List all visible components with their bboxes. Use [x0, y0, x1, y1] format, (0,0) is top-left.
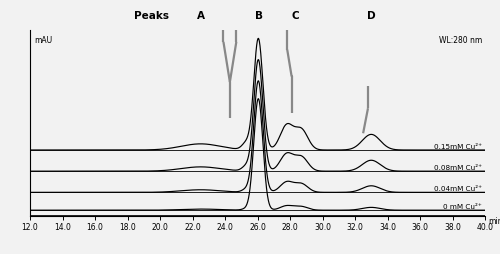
Text: WL:280 nm: WL:280 nm [440, 36, 482, 45]
Text: 0.08mM Cu²⁺: 0.08mM Cu²⁺ [434, 164, 482, 170]
Text: min: min [488, 216, 500, 225]
Text: 0.15mM Cu²⁺: 0.15mM Cu²⁺ [434, 143, 482, 149]
Text: mAU: mAU [34, 36, 52, 45]
Text: A: A [196, 11, 204, 21]
Text: B: B [255, 11, 263, 21]
Text: 0 mM Cu²⁺: 0 mM Cu²⁺ [443, 203, 482, 209]
Text: C: C [291, 11, 298, 21]
Text: D: D [367, 11, 376, 21]
Text: Peaks: Peaks [134, 11, 170, 21]
Text: 0.04mM Cu²⁺: 0.04mM Cu²⁺ [434, 185, 482, 192]
